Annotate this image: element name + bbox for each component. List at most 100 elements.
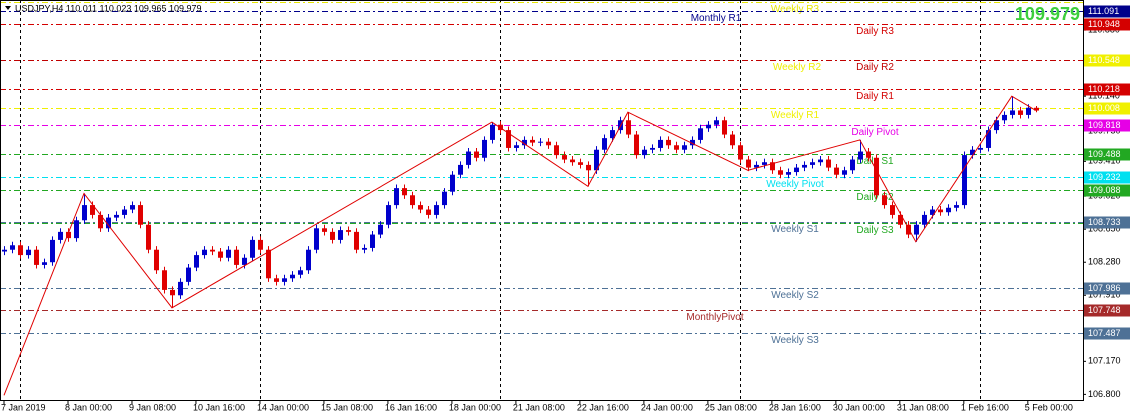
candle-body [290,274,295,279]
header: USDJPY,H4 110.011 110.023 109.965 109.97… [15,3,201,13]
candle-body [650,147,655,150]
price-box [1084,304,1130,317]
candle-body [1018,110,1023,115]
candle-body [866,151,871,158]
x-tick-label: 10 Jan 16:00 [193,402,245,412]
candle-body [186,267,191,282]
candle-body [298,270,303,275]
candle-body [802,164,807,168]
candle-body [770,162,775,171]
level-label: Daily S3 [856,225,894,236]
candle-body [778,170,783,175]
x-tick-label: 16 Jan 16:00 [385,402,437,412]
price-box-label: 109.088 [1088,185,1121,195]
level-label: Weekly R3 [771,4,820,15]
candle-body [474,151,479,158]
price-box [1084,327,1130,340]
candle-body [66,231,71,239]
price-box [1084,148,1130,161]
candle-body [882,195,887,206]
candle-body [258,239,263,250]
candle-body [10,245,15,250]
candle-body [522,139,527,146]
y-tick-label: 109.410 [1088,156,1121,166]
candle-body [682,145,687,150]
x-tick-label: 24 Jan 00:00 [641,402,693,412]
candle-body [610,130,615,139]
candle-body [562,155,567,160]
candle-body [106,217,111,229]
menu-triangle [5,6,11,10]
candle-body [994,120,999,131]
candle-body [18,245,23,256]
level-label: Daily R2 [856,62,894,73]
price-box-label: 109.488 [1088,149,1121,159]
candle-body [362,247,367,250]
candle-body [74,220,79,239]
candle-body [946,207,951,213]
x-tick-label: 14 Jan 00:00 [257,402,309,412]
level-label: Weekly S3 [771,335,819,346]
candle-body [538,141,543,143]
candle-body [370,234,375,248]
candle-body [266,249,271,279]
candle-body [210,249,215,252]
candle-body [722,120,727,135]
candle-body [490,124,495,140]
candle-body [570,159,575,163]
candle-body [226,249,231,258]
x-tick-label: 31 Jan 08:00 [897,402,949,412]
y-tick-label: 110.140 [1088,91,1120,101]
price-box [1084,102,1130,115]
candle-body [322,228,327,232]
y-tick-label: 108.280 [1088,257,1121,267]
candle-body [338,230,343,240]
candle-body [458,164,463,175]
candle-body [554,145,559,156]
price-box [1084,171,1130,184]
candle-body [442,191,447,206]
plot-frame [0,0,1084,401]
price-box-label: 110.548 [1088,55,1120,65]
candle-body [930,209,935,215]
level-label: Daily R3 [856,26,894,37]
candle-body [962,155,967,206]
overlay [3,95,1037,396]
candle-body [754,164,759,168]
x-tick-label: 28 Jan 16:00 [769,402,821,412]
candle-body [274,278,279,282]
candle-body [858,151,863,160]
x-tick-label: 30 Jan 00:00 [833,402,885,412]
candle-body [114,214,119,218]
price-box-label: 110.948 [1088,19,1120,29]
candle-body [514,145,519,148]
candle-body [842,170,847,175]
price-box-label: 109.818 [1088,120,1121,130]
price-box-label: 111.091 [1088,6,1119,16]
candle-body [314,228,319,250]
x-tick-label: 18 Jan 00:00 [449,402,501,412]
candle-body [162,270,167,290]
candle-body [130,205,135,210]
price-box [1084,5,1130,18]
day-separators [20,0,981,400]
price-box-label: 110.008 [1088,103,1120,113]
x-tick-label: 15 Jan 08:00 [321,402,373,412]
candle-body [202,249,207,256]
candle-body [826,159,831,168]
price-box [1084,18,1130,31]
candle-body [450,174,455,192]
candle-body [506,130,511,148]
x-tick-label: 25 Jan 08:00 [705,402,757,412]
candle-body [1034,107,1039,111]
price-box [1084,216,1130,229]
price-box [1084,119,1130,132]
candle-body [906,224,911,235]
candle-body [1010,110,1015,115]
price-box-label: 108.733 [1088,217,1121,227]
candle-body [194,255,199,268]
candle-body [1002,114,1007,121]
candle-body [354,231,359,250]
